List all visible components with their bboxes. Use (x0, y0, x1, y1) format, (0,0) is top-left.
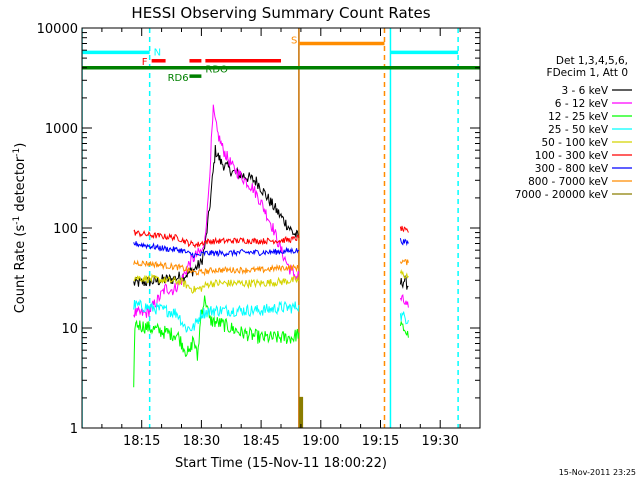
footer-timestamp: 15-Nov-2011 23:25 (559, 468, 636, 477)
x-tick-label: 18:30 (183, 434, 220, 449)
legend-entry-label: 100 - 300 keV (535, 150, 609, 162)
y-axis-label-text: Count Rate (s-1 detector-1) (12, 143, 28, 314)
flag-label: S (291, 35, 297, 46)
x-tick-label: 18:45 (242, 434, 279, 449)
series-line (133, 104, 300, 318)
y-tick-label: 1 (70, 422, 78, 437)
legend-entry-label: 6 - 12 keV (555, 98, 609, 110)
y-axis-label-part: Count Rate (s (13, 225, 28, 314)
plot-inner: NF RDO RD6 S (82, 28, 480, 428)
legend-entry-label: 3 - 6 keV (561, 85, 608, 97)
y-axis-label-part: detector (13, 156, 28, 216)
x-axis-label: Start Time (15-Nov-11 18:00:22) (175, 456, 387, 471)
legend-entry-label: 300 - 800 keV (535, 163, 609, 175)
series-line (133, 295, 300, 388)
series-line (399, 275, 409, 290)
flag-label: N (154, 48, 161, 59)
series-line (299, 396, 304, 428)
flag-label: RD6 (168, 73, 189, 84)
series-line (133, 273, 300, 294)
legend-entry-label: 12 - 25 keV (548, 111, 609, 123)
x-tick-label: 19:15 (362, 434, 399, 449)
y-tick-label: 100 (53, 222, 78, 237)
y-axis-label-part: ) (13, 143, 28, 148)
plot-area: NF RDO RD6 S 18:15 18:30 18:45 19:00 19:15 19:30 1… (37, 22, 481, 449)
y-tick-label: 10000 (37, 22, 78, 37)
legend-entry-label: 25 - 50 keV (548, 124, 609, 136)
series-line (399, 225, 409, 233)
legend-header: FDecim 1, Att 0 (547, 67, 628, 79)
series-line (399, 258, 409, 266)
legend-header: Det 1,3,4,5,6, (556, 55, 628, 67)
series-line (399, 294, 409, 308)
series-line (133, 229, 300, 249)
flag-label: RDO (205, 64, 228, 75)
series-line (399, 319, 409, 338)
y-axis-label-part: -1 (12, 216, 22, 225)
legend-entry-label: 800 - 7000 keV (528, 176, 609, 188)
series-line (399, 311, 409, 325)
chart-title: HESSI Observing Summary Count Rates (131, 4, 430, 22)
series-line (399, 268, 409, 279)
legend: Det 1,3,4,5,6,FDecim 1, Att 0 3 - 6 keV6 … (515, 55, 632, 201)
y-tick-label: 1000 (45, 122, 78, 137)
series-line (133, 241, 300, 259)
y-axis-label: Count Rate (s-1 detector-1) (12, 143, 28, 314)
series-line (399, 238, 409, 247)
x-tick-label: 19:00 (302, 434, 339, 449)
y-axis-label-part: -1 (12, 148, 22, 157)
x-tick-label: 18:15 (123, 434, 160, 449)
legend-entry-label: 7000 - 20000 keV (515, 189, 609, 201)
series-line (133, 259, 299, 277)
series-line (133, 299, 300, 333)
legend-entry-label: 50 - 100 keV (541, 137, 608, 149)
y-tick-label: 10 (61, 322, 78, 337)
x-tick-label: 19:30 (421, 434, 458, 449)
flag-label: F (142, 57, 148, 68)
